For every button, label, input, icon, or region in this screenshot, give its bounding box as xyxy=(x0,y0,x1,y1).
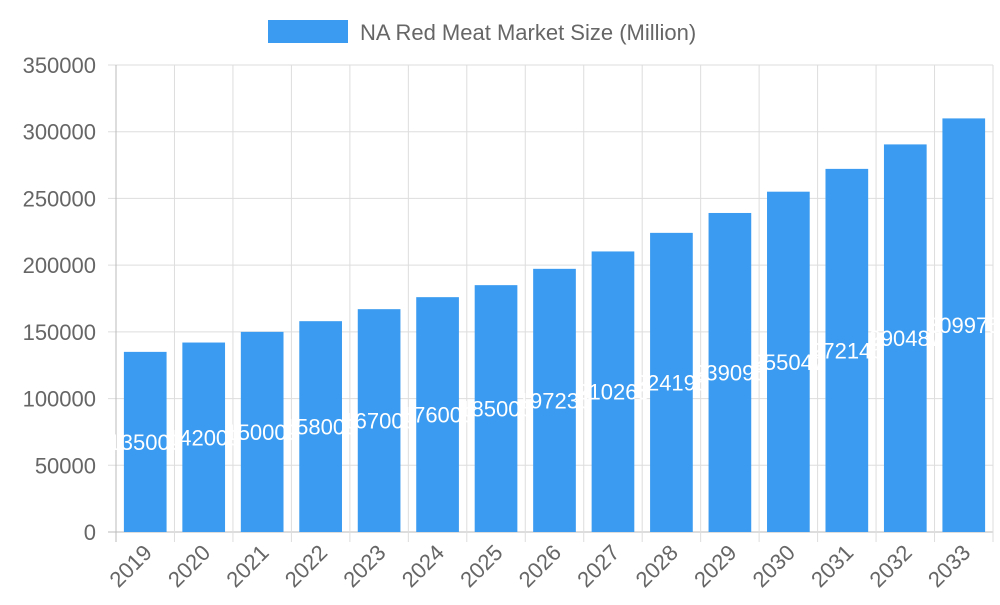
bar[interactable] xyxy=(123,351,167,532)
data-label: 272146 xyxy=(810,338,883,363)
x-tick-label: 2020 xyxy=(163,540,215,592)
y-tick-label: 200000 xyxy=(23,253,96,278)
data-label: 290487 xyxy=(869,326,942,351)
bar[interactable] xyxy=(708,212,752,533)
bar[interactable] xyxy=(942,118,986,532)
x-tick-label: 2026 xyxy=(514,540,566,592)
data-label: 185000 xyxy=(459,397,532,422)
bar[interactable] xyxy=(767,191,810,532)
x-tick-label: 2028 xyxy=(631,540,683,592)
x-tick-label: 2032 xyxy=(865,540,917,592)
data-label: 309975 xyxy=(927,313,1000,338)
x-tick-label: 2023 xyxy=(338,540,390,592)
y-tick-label: 300000 xyxy=(23,120,96,145)
data-label: 167000 xyxy=(342,409,415,434)
data-label: 176000 xyxy=(401,403,474,428)
legend-swatch xyxy=(268,20,348,43)
bar[interactable] xyxy=(883,144,927,532)
data-label: 224195 xyxy=(635,370,708,395)
bar[interactable] xyxy=(240,331,284,532)
data-label: 239095 xyxy=(693,360,766,385)
x-tick-label: 2019 xyxy=(104,540,156,592)
x-tick-label: 2033 xyxy=(923,540,975,592)
y-tick-label: 350000 xyxy=(23,53,96,78)
x-tick-label: 2027 xyxy=(572,540,624,592)
bar[interactable] xyxy=(357,309,401,532)
data-label: 142000 xyxy=(167,425,240,450)
bar[interactable] xyxy=(533,268,576,532)
y-tick-label: 0 xyxy=(84,520,96,545)
x-tick-label: 2031 xyxy=(806,540,858,592)
legend-label: NA Red Meat Market Size (Million) xyxy=(360,20,696,45)
y-tick-label: 250000 xyxy=(23,186,96,211)
bar[interactable] xyxy=(825,168,869,532)
x-tick-label: 2022 xyxy=(280,540,332,592)
x-tick-label: 2024 xyxy=(397,540,449,592)
y-tick-label: 50000 xyxy=(35,453,96,478)
data-label: 210265 xyxy=(576,380,649,405)
x-tick-label: 2021 xyxy=(221,540,273,592)
bar[interactable] xyxy=(182,342,226,532)
y-tick-label: 150000 xyxy=(23,320,96,345)
x-tick-label: 2030 xyxy=(748,540,800,592)
data-label: 197230 xyxy=(518,388,591,413)
data-label: 150000 xyxy=(225,420,298,445)
x-tick-label: 2025 xyxy=(455,540,507,592)
x-tick-label: 2029 xyxy=(689,540,741,592)
data-label: 158000 xyxy=(284,415,357,440)
bar[interactable] xyxy=(299,321,342,532)
bar[interactable] xyxy=(416,297,459,532)
bar[interactable] xyxy=(474,285,518,532)
y-tick-label: 100000 xyxy=(23,387,96,412)
bar[interactable] xyxy=(650,232,693,533)
data-label: 255047 xyxy=(752,350,825,375)
data-label: 135000 xyxy=(109,430,182,455)
bar[interactable] xyxy=(591,251,635,532)
